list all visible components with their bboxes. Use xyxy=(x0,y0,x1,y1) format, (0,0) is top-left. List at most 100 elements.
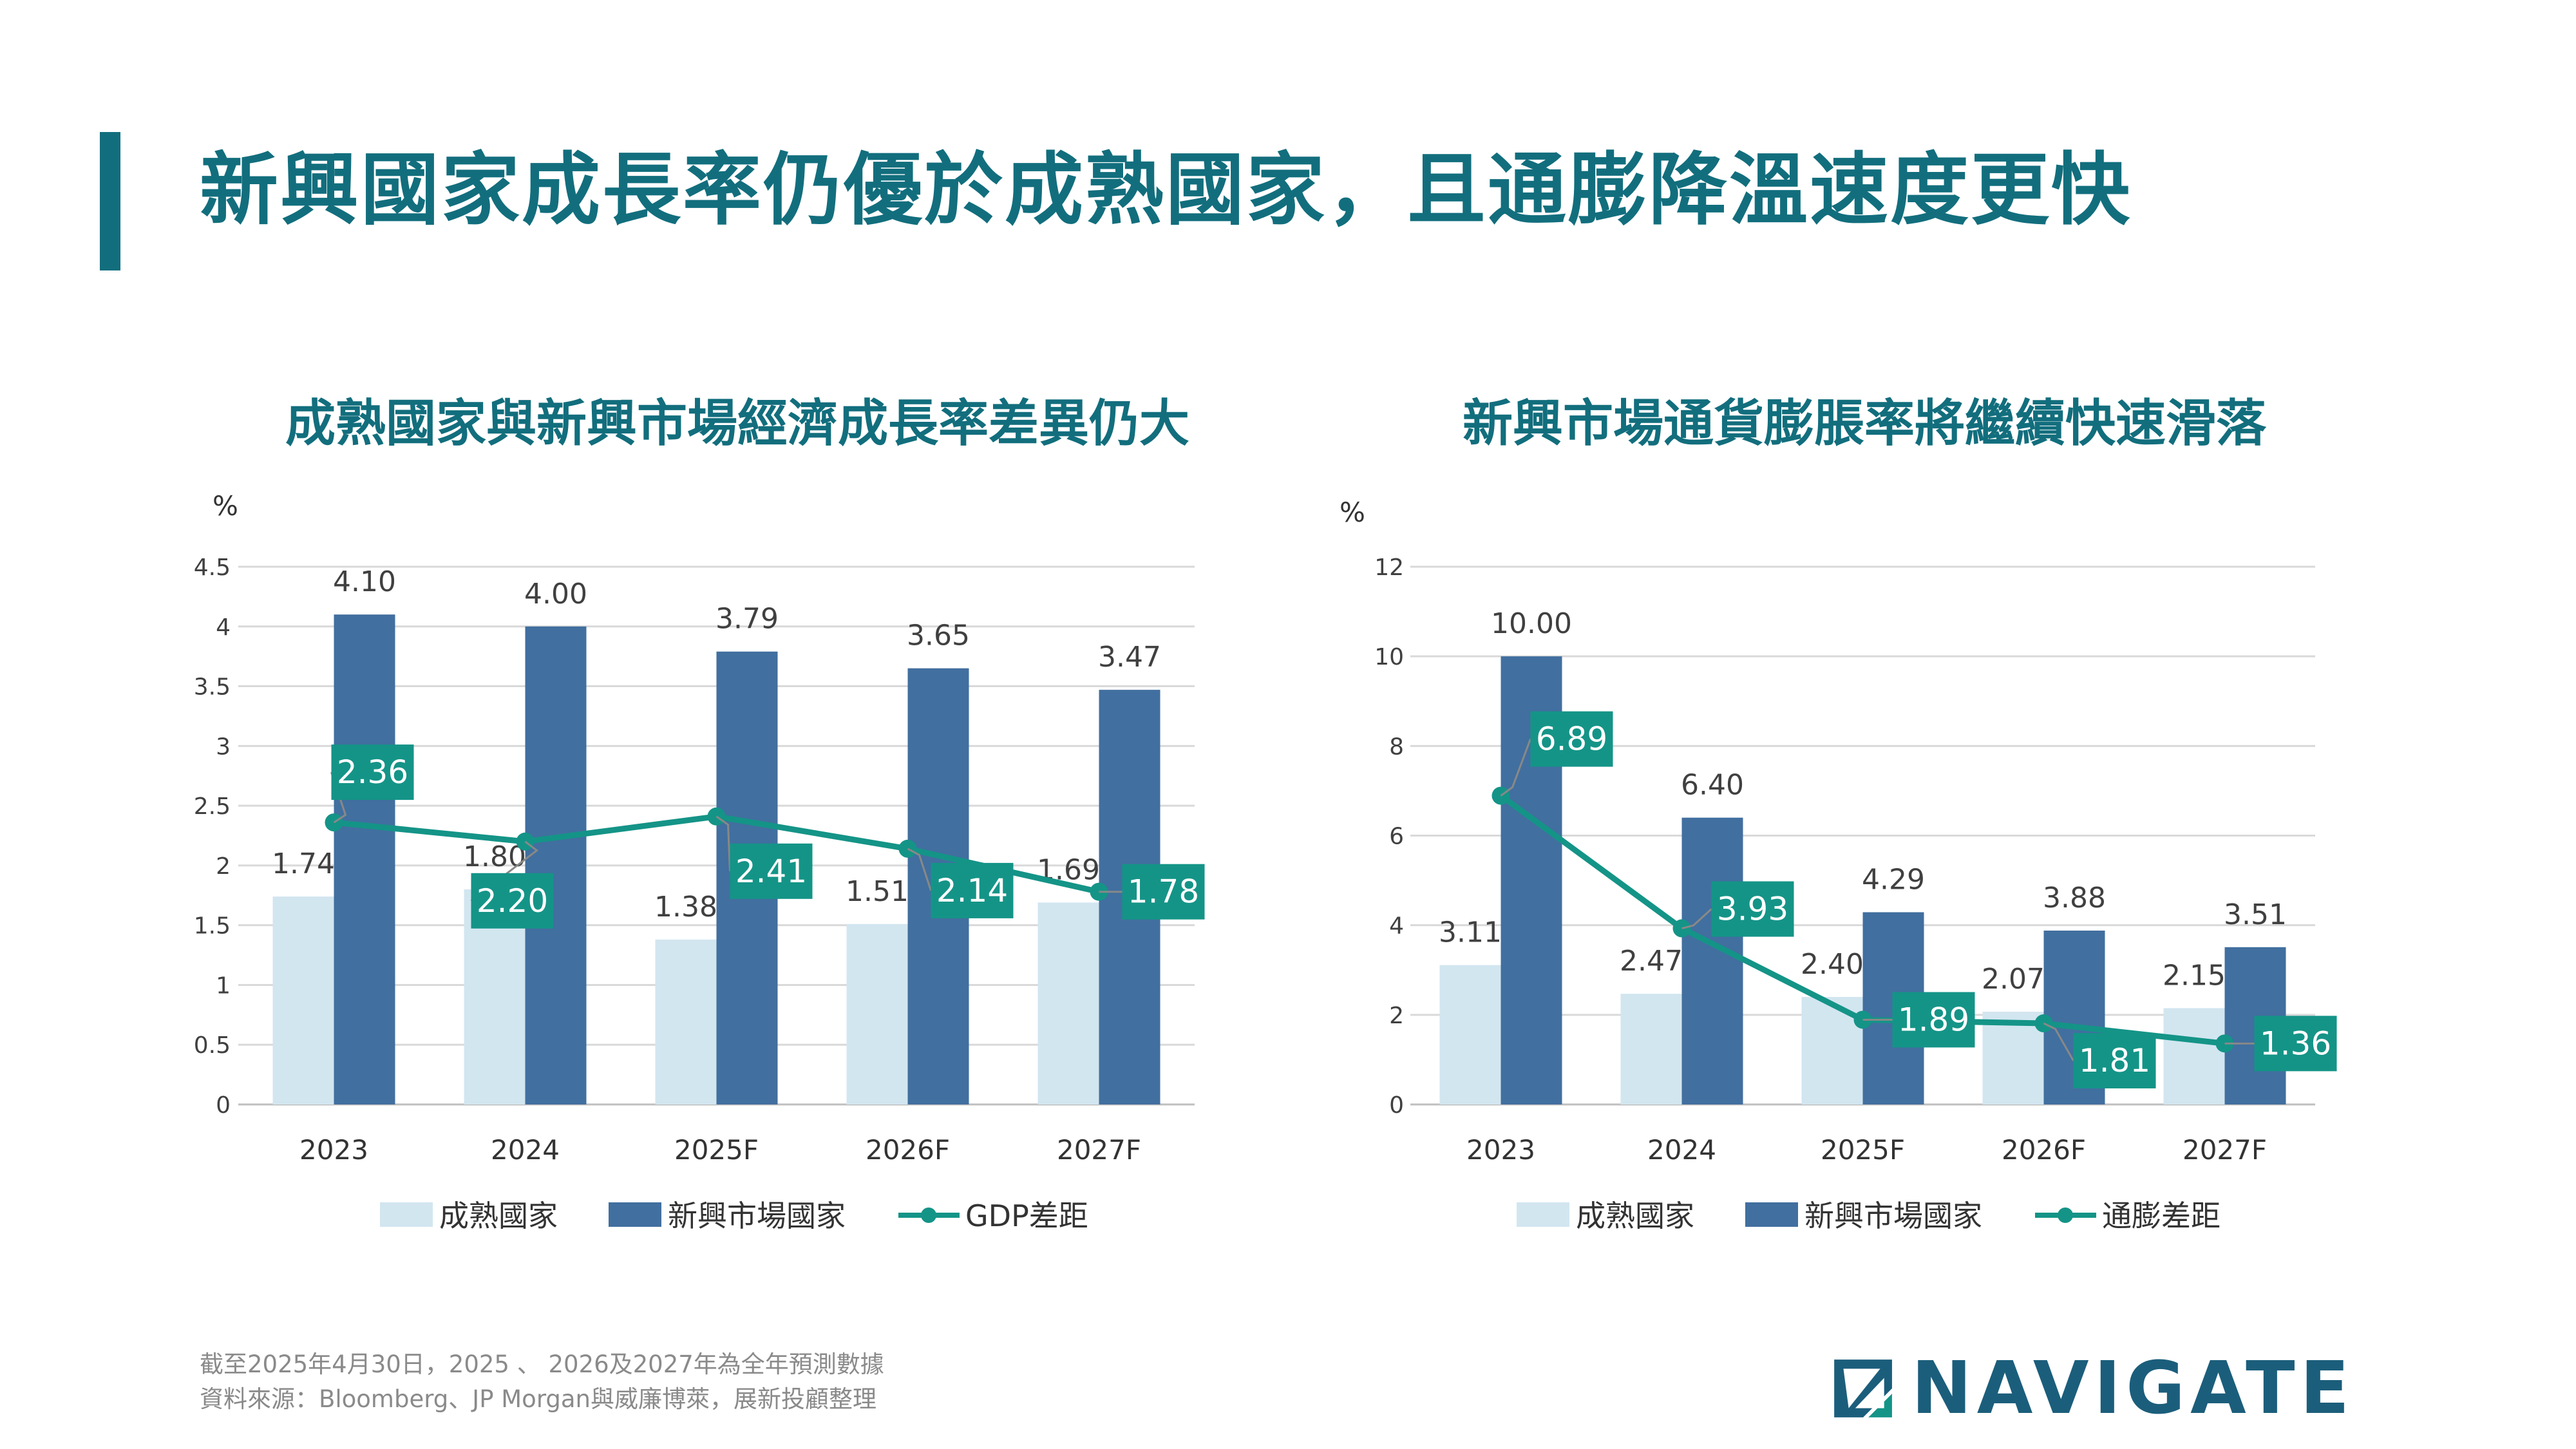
y-tick-label: 6 xyxy=(1389,824,1404,850)
badge-leader xyxy=(1500,739,1531,797)
data-label-emerging: 4.29 xyxy=(1862,863,1925,896)
gap-badge-label: 2.41 xyxy=(735,853,807,890)
y-tick-label: 3 xyxy=(216,734,231,760)
gap-badge-label: 2.20 xyxy=(477,882,548,920)
gap-badge-label: 3.93 xyxy=(1717,891,1788,928)
bar-mature-2027F xyxy=(2163,1008,2225,1104)
y-axis-unit-label: % xyxy=(1340,497,1365,528)
y-tick-label: 4 xyxy=(1389,913,1404,940)
x-tick-label: 2027F xyxy=(2183,1134,2267,1166)
gap-badge xyxy=(730,843,813,899)
x-tick-label: 2027F xyxy=(1057,1134,1141,1166)
badge-leader xyxy=(907,848,932,891)
y-tick-label: 1 xyxy=(216,972,231,999)
gap-badge xyxy=(471,873,554,929)
legend-label: 新興市場國家 xyxy=(1804,1198,1982,1233)
gap-badge xyxy=(331,744,414,800)
badge-leader xyxy=(715,815,731,871)
y-tick-label: 2.5 xyxy=(194,793,231,820)
navigate-logo: NAVIGATE xyxy=(1829,1352,2354,1425)
bar-mature-2023 xyxy=(272,896,334,1104)
badge-leader xyxy=(1681,908,1712,929)
bar-emerging-2023 xyxy=(334,614,395,1104)
data-label-mature: 2.07 xyxy=(1982,963,2045,996)
gap-badge xyxy=(2073,1033,2156,1089)
data-label-emerging: 6.40 xyxy=(1681,769,1744,802)
bar-mature-2026F xyxy=(846,923,908,1104)
data-label-mature: 1.38 xyxy=(654,891,717,923)
data-label-emerging: 3.65 xyxy=(907,620,970,652)
footnote-date: 截至2025年4月30日，2025 、 2026及2027年為全年預測數據 xyxy=(200,1350,884,1378)
legend-label: 新興市場國家 xyxy=(668,1198,846,1233)
footnote-source: 資料來源：Bloomberg、JP Morgan與威廉博萊，展新投顧整理 xyxy=(200,1385,876,1413)
growth-rate-chart: %00.511.522.533.544.520231.744.1020241.8… xyxy=(194,490,1205,1233)
bar-mature-2023 xyxy=(1439,965,1501,1104)
gap-badge xyxy=(1711,881,1794,937)
gap-badge-label: 1.36 xyxy=(2260,1025,2331,1062)
legend-label: 成熟國家 xyxy=(1576,1198,1694,1233)
inflation-rate-chart: % 0 2 4 6 8 10 12 2023 3.11 10.00 2024 2.47 6.40 2025F… xyxy=(1340,497,2337,1233)
y-tick-label: 0 xyxy=(1389,1092,1404,1119)
y-tick-label: 0 xyxy=(216,1092,231,1119)
gap-badge-label: 2.14 xyxy=(936,872,1008,909)
y-tick-label: 12 xyxy=(1374,554,1404,581)
bar-mature-2025F xyxy=(655,939,717,1104)
bar-mature-2026F xyxy=(1982,1011,2044,1104)
gap-badge xyxy=(1530,711,1613,767)
badge-leader xyxy=(2043,1022,2074,1061)
footnote: 截至2025年4月30日，2025 、 2026及2027年為全年預測數據 資料… xyxy=(200,1347,884,1417)
gap-badge xyxy=(931,862,1014,918)
gap-badge-label: 1.78 xyxy=(1128,873,1199,911)
legend-label: GDP差距 xyxy=(965,1198,1088,1233)
bar-emerging-2024 xyxy=(1681,817,1743,1104)
x-tick-label: 2026F xyxy=(2002,1134,2086,1166)
data-label-mature: 2.40 xyxy=(1801,948,1864,981)
y-tick-label: 2 xyxy=(1389,1003,1404,1029)
chart-title-growth: 成熟國家與新興市場經濟成長率差異仍大 xyxy=(285,395,1189,453)
navigate-logo-icon xyxy=(1834,1359,1892,1417)
y-tick-label: 0.5 xyxy=(194,1032,231,1059)
legend-swatch-dot xyxy=(921,1208,936,1223)
data-label-mature: 1.51 xyxy=(846,875,909,908)
data-label-mature: 2.15 xyxy=(2163,959,2226,992)
legend-swatch xyxy=(609,1202,661,1227)
logo-text: NAVIGATE xyxy=(1911,1347,2354,1430)
data-label-emerging: 3.88 xyxy=(2043,882,2106,914)
data-label-emerging: 4.00 xyxy=(524,578,587,611)
x-tick-label: 2025F xyxy=(1821,1134,1905,1166)
y-tick-label: 10 xyxy=(1374,644,1404,670)
gap-badge-label: 2.36 xyxy=(337,753,408,791)
y-axis-unit-label: % xyxy=(213,490,238,522)
title-accent-bar xyxy=(100,132,120,270)
legend-swatch xyxy=(1517,1202,1569,1227)
gap-badge-label: 1.81 xyxy=(2079,1042,2150,1079)
data-label-emerging: 3.47 xyxy=(1098,641,1161,674)
gap-badge-label: 6.89 xyxy=(1536,721,1607,758)
x-tick-label: 2024 xyxy=(1647,1134,1716,1166)
gap-badge xyxy=(1122,864,1205,920)
x-tick-label: 2025F xyxy=(674,1134,759,1166)
data-label-emerging: 4.10 xyxy=(333,565,396,598)
y-tick-label: 4 xyxy=(216,614,231,641)
data-label-mature: 3.11 xyxy=(1439,916,1502,949)
page-title: 新興國家成長率仍優於成熟國家，且通膨降溫速度更快 xyxy=(200,144,2132,236)
legend-label: 成熟國家 xyxy=(439,1198,558,1233)
x-tick-label: 2023 xyxy=(299,1134,368,1166)
y-tick-label: 4.5 xyxy=(194,554,231,581)
legend-swatch xyxy=(380,1202,433,1227)
data-label-mature: 2.47 xyxy=(1620,945,1683,978)
gap-badge xyxy=(1892,992,1975,1048)
legend-label: 通膨差距 xyxy=(2102,1198,2221,1233)
y-tick-label: 1.5 xyxy=(194,913,231,940)
y-tick-label: 8 xyxy=(1389,734,1404,760)
x-tick-label: 2024 xyxy=(491,1134,560,1166)
gap-badge xyxy=(2254,1016,2337,1072)
legend-swatch xyxy=(1745,1202,1798,1227)
data-label-emerging: 3.51 xyxy=(2224,898,2287,931)
data-label-emerging: 10.00 xyxy=(1491,607,1572,640)
y-tick-label: 3.5 xyxy=(194,674,231,701)
x-tick-label: 2023 xyxy=(1466,1134,1535,1166)
legend-swatch-dot xyxy=(2058,1208,2073,1223)
x-tick-label: 2026F xyxy=(866,1134,950,1166)
data-label-mature: 1.74 xyxy=(272,848,335,880)
